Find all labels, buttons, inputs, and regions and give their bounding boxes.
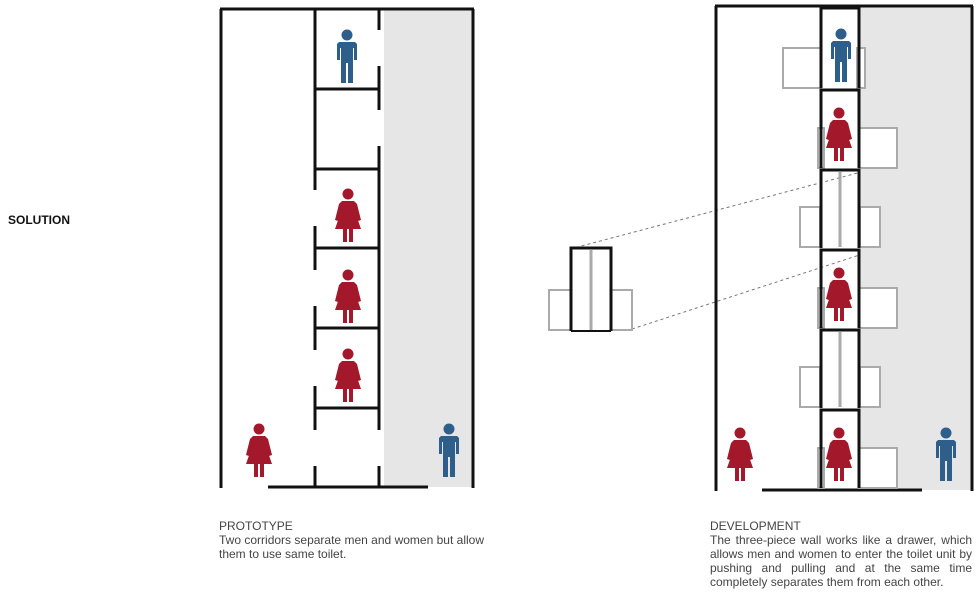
prototype-plan [220, 9, 474, 488]
female-figure-icon [335, 189, 361, 243]
prototype-description: Two corridors separate men and women but… [219, 533, 484, 561]
female-figure-icon [826, 428, 852, 482]
prototype-title: PROTOTYPE [219, 519, 484, 533]
development-plan [715, 6, 973, 491]
development-caption: DEVELOPMENT The three-piece wall works l… [710, 519, 972, 589]
prototype-caption: PROTOTYPE Two corridors separate men and… [219, 519, 484, 561]
female-figure-icon [335, 349, 361, 403]
female-figure-icon [727, 428, 753, 482]
development-description: The three-piece wall works like a drawer… [710, 533, 972, 589]
male-figure-icon [337, 30, 357, 84]
female-figure-icon [826, 108, 852, 162]
female-figure-icon [335, 270, 361, 324]
development-title: DEVELOPMENT [710, 519, 972, 533]
female-figure-icon [826, 268, 852, 322]
male-figure-icon [831, 29, 851, 83]
female-figure-icon [246, 424, 272, 478]
